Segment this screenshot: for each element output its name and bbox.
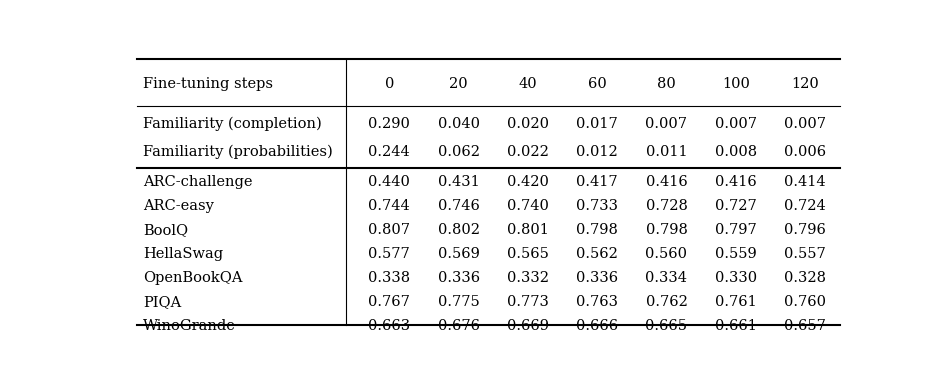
Text: 0.338: 0.338	[368, 271, 411, 285]
Text: 0.062: 0.062	[437, 144, 479, 158]
Text: PIQA: PIQA	[144, 295, 182, 309]
Text: 0.244: 0.244	[368, 144, 410, 158]
Text: 0.040: 0.040	[437, 117, 479, 131]
Text: 0.334: 0.334	[646, 271, 688, 285]
Text: 0.724: 0.724	[785, 199, 825, 213]
Text: 0.328: 0.328	[784, 271, 826, 285]
Text: 0.746: 0.746	[437, 199, 479, 213]
Text: Fine-tuning steps: Fine-tuning steps	[144, 77, 273, 91]
Text: 0.330: 0.330	[715, 271, 757, 285]
Text: 0.801: 0.801	[507, 223, 549, 237]
Text: OpenBookQA: OpenBookQA	[144, 271, 243, 285]
Text: Familiarity (completion): Familiarity (completion)	[144, 117, 322, 131]
Text: ARC-easy: ARC-easy	[144, 199, 214, 213]
Text: 0.007: 0.007	[784, 117, 826, 131]
Text: 0.420: 0.420	[507, 175, 549, 189]
Text: 0.676: 0.676	[437, 319, 479, 333]
Text: 0.022: 0.022	[507, 144, 549, 158]
Text: 0.744: 0.744	[368, 199, 410, 213]
Text: 0.012: 0.012	[576, 144, 618, 158]
Text: 0.017: 0.017	[576, 117, 618, 131]
Text: 0.007: 0.007	[646, 117, 688, 131]
Text: 0.440: 0.440	[368, 175, 410, 189]
Text: HellaSwag: HellaSwag	[144, 247, 223, 261]
Text: 0.577: 0.577	[368, 247, 410, 261]
Text: 0.414: 0.414	[785, 175, 825, 189]
Text: 0.562: 0.562	[576, 247, 618, 261]
Text: 0.569: 0.569	[437, 247, 479, 261]
Text: 0.775: 0.775	[437, 295, 479, 309]
Text: 0.565: 0.565	[507, 247, 549, 261]
Text: 0.666: 0.666	[576, 319, 618, 333]
Text: 0.798: 0.798	[576, 223, 618, 237]
Text: 0.761: 0.761	[715, 295, 757, 309]
Text: BoolQ: BoolQ	[144, 223, 188, 237]
Text: 0.665: 0.665	[646, 319, 688, 333]
Text: 0.290: 0.290	[368, 117, 410, 131]
Text: 0.663: 0.663	[368, 319, 411, 333]
Text: 0.796: 0.796	[785, 223, 826, 237]
Text: 0.797: 0.797	[715, 223, 757, 237]
Text: 0.773: 0.773	[507, 295, 549, 309]
Text: 0.332: 0.332	[507, 271, 549, 285]
Text: 0.763: 0.763	[576, 295, 618, 309]
Text: 0.661: 0.661	[715, 319, 757, 333]
Text: 40: 40	[518, 77, 537, 91]
Text: 0.760: 0.760	[784, 295, 826, 309]
Text: 0.336: 0.336	[576, 271, 618, 285]
Text: 0.560: 0.560	[646, 247, 688, 261]
Text: 0.728: 0.728	[646, 199, 688, 213]
Text: 0.733: 0.733	[576, 199, 618, 213]
Text: 120: 120	[791, 77, 819, 91]
Text: 0.762: 0.762	[646, 295, 688, 309]
Text: 0.740: 0.740	[507, 199, 549, 213]
Text: 0.727: 0.727	[715, 199, 757, 213]
Text: Familiarity (probabilities): Familiarity (probabilities)	[144, 144, 333, 159]
Text: 0.559: 0.559	[715, 247, 757, 261]
Text: 0.011: 0.011	[646, 144, 688, 158]
Text: 0.416: 0.416	[646, 175, 688, 189]
Text: 0: 0	[384, 77, 394, 91]
Text: 0.557: 0.557	[785, 247, 825, 261]
Text: 0.008: 0.008	[715, 144, 757, 158]
Text: 0.006: 0.006	[784, 144, 826, 158]
Text: 0.417: 0.417	[576, 175, 618, 189]
Text: ARC-challenge: ARC-challenge	[144, 175, 253, 189]
Text: 100: 100	[722, 77, 749, 91]
Text: 0.802: 0.802	[437, 223, 479, 237]
Text: 0.767: 0.767	[368, 295, 410, 309]
Text: 0.416: 0.416	[715, 175, 757, 189]
Text: 0.020: 0.020	[507, 117, 549, 131]
Text: 80: 80	[657, 77, 676, 91]
Text: WinoGrande: WinoGrande	[144, 319, 236, 333]
Text: 0.431: 0.431	[437, 175, 479, 189]
Text: 0.336: 0.336	[437, 271, 479, 285]
Text: 0.657: 0.657	[785, 319, 826, 333]
Text: 0.007: 0.007	[715, 117, 757, 131]
Text: 0.669: 0.669	[507, 319, 549, 333]
Text: 0.798: 0.798	[646, 223, 688, 237]
Text: 60: 60	[588, 77, 607, 91]
Text: 0.807: 0.807	[368, 223, 411, 237]
Text: 20: 20	[449, 77, 468, 91]
